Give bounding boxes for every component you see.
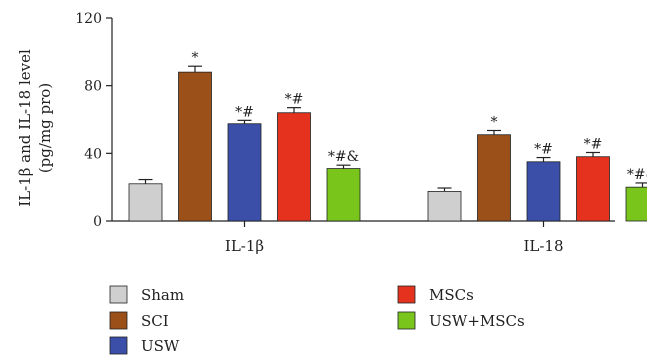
- legend-swatch-usw-mscs: [397, 311, 416, 330]
- bar-sci: [477, 134, 511, 222]
- legend-swatch-sham: [109, 285, 128, 304]
- significance-label: *: [491, 114, 498, 130]
- legend: Sham SCI USW MSCs USW+MSCs: [109, 285, 525, 355]
- significance-label: *#&: [627, 167, 647, 183]
- bar-usw: [526, 161, 561, 222]
- bar-sci: [178, 71, 212, 222]
- bar-sham: [427, 190, 462, 222]
- y-tick-label: 80: [84, 79, 102, 95]
- x-category-label: IL-18: [523, 237, 563, 255]
- bar-sham: [128, 183, 163, 222]
- legend-label-sham: Sham: [141, 286, 184, 304]
- y-axis-label: IL-1β and IL-18 level (pg/mg pro): [16, 49, 54, 207]
- significance-label: *: [192, 50, 199, 66]
- legend-swatch-usw: [109, 336, 128, 355]
- legend-label-mscs: MSCs: [429, 286, 474, 304]
- y-tick-label: 0: [93, 214, 102, 230]
- y-tick-label: 120: [75, 11, 102, 27]
- bar-usw-mscs: [326, 168, 361, 222]
- bar-usw-mscs: [625, 186, 647, 222]
- plot-area: 0 40 80 120 IL-1β * *# *# *#& IL-18 * *# *# *#&: [75, 11, 647, 255]
- significance-label: *#: [534, 142, 553, 158]
- legend-label-usw-mscs: USW+MSCs: [429, 312, 525, 330]
- y-axis-label-line2: (pg/mg pro): [36, 83, 54, 173]
- legend-swatch-mscs: [397, 285, 416, 304]
- bar-usw: [227, 123, 262, 222]
- y-axis-label-line1: IL-1β and IL-18 level: [16, 49, 34, 207]
- significance-label: *#: [235, 104, 254, 120]
- x-category-label: IL-1β: [225, 237, 264, 255]
- significance-label: *#: [584, 136, 603, 152]
- y-tick-label: 40: [84, 146, 102, 162]
- bar-mscs: [277, 112, 311, 222]
- legend-label-usw: USW: [141, 337, 180, 355]
- legend-label-sci: SCI: [141, 312, 169, 330]
- significance-label: *#&: [328, 149, 359, 165]
- bar-mscs: [576, 156, 610, 222]
- legend-swatch-sci: [109, 311, 128, 330]
- significance-label: *#: [285, 92, 304, 108]
